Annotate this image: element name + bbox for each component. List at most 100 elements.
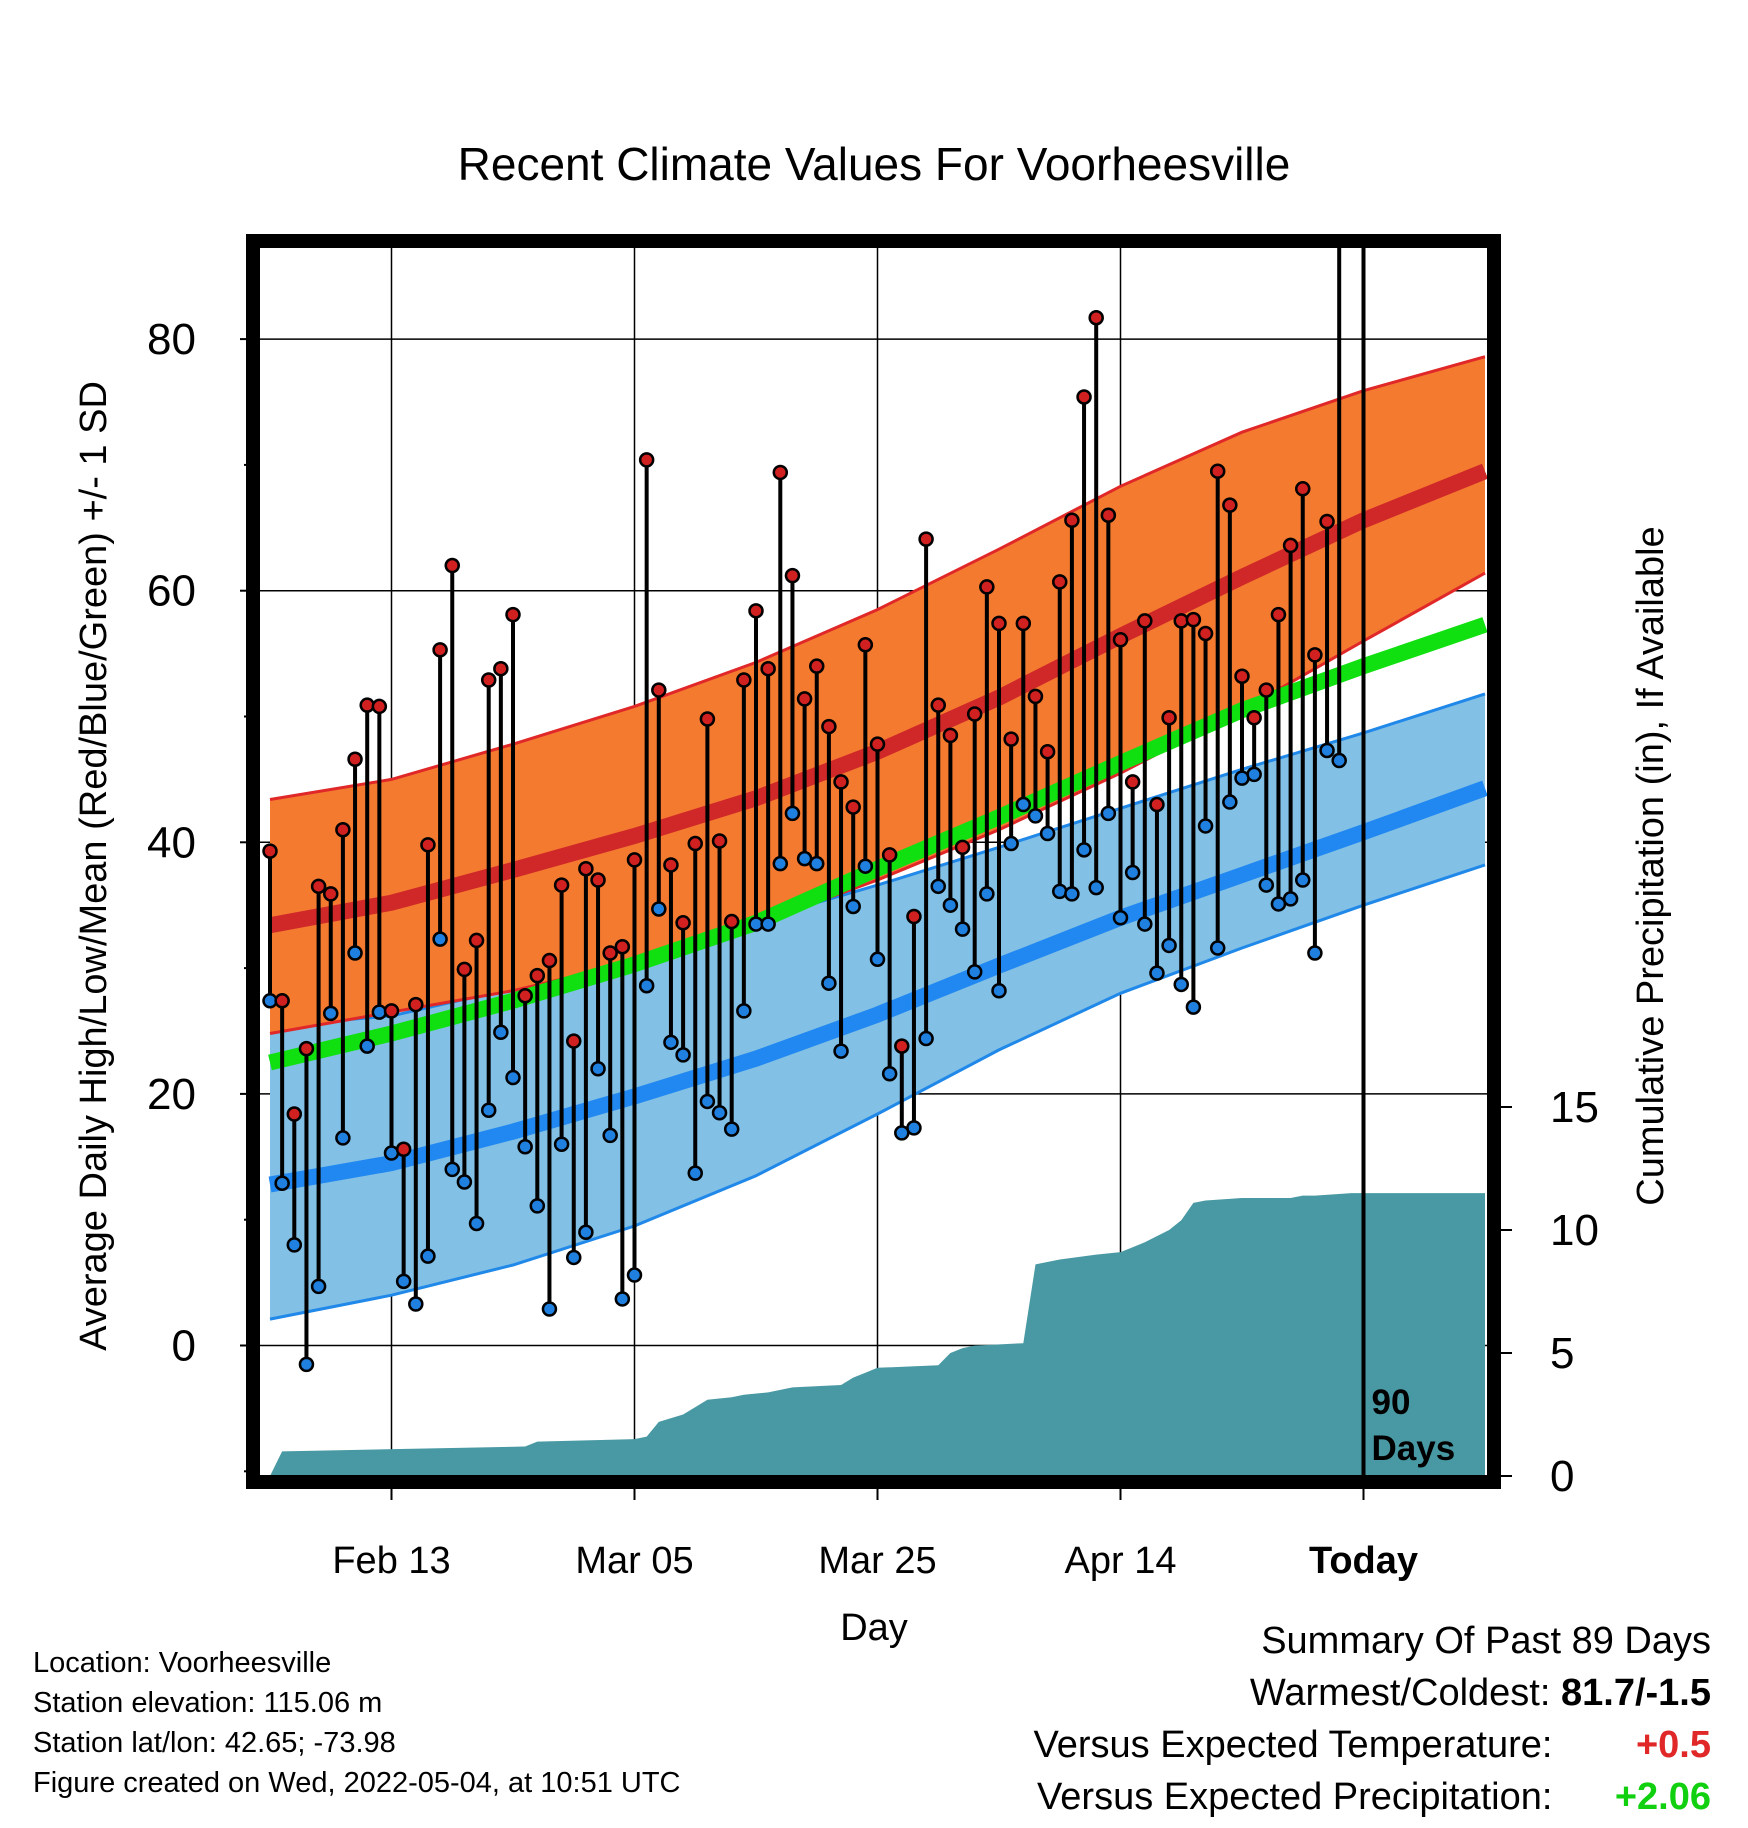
observed-high-point — [286, 1106, 303, 1122]
observed-low-point — [395, 1273, 412, 1290]
observed-high-point — [602, 945, 618, 961]
x-tick-label: Apr 14 — [1065, 1540, 1177, 1582]
y-tick-label: 60 — [147, 567, 196, 616]
observed-low-point — [1282, 891, 1299, 907]
observed-high-point — [614, 938, 631, 955]
observed-high-point — [578, 860, 594, 877]
observed-low-point — [930, 878, 946, 895]
precipitation-label: Versus Expected Precipitation: — [1037, 1776, 1553, 1818]
observed-low-point — [1307, 945, 1323, 961]
observed-low-point — [869, 951, 886, 968]
observed-low-point — [553, 1136, 570, 1152]
observed-low-point — [1100, 805, 1117, 822]
observed-temperatures — [262, 0, 1358, 1373]
observed-low-point — [335, 1130, 351, 1146]
observed-high-point — [687, 835, 703, 852]
observed-high-point — [1258, 682, 1275, 698]
observed-low-point — [979, 886, 995, 902]
observed-low-point — [456, 1174, 473, 1190]
observed-low-point — [991, 982, 1007, 999]
observed-high-point — [1307, 647, 1323, 663]
warm-cold-value: 81.7/-1.5 — [1561, 1672, 1711, 1714]
observed-low-point — [274, 1175, 290, 1191]
observed-low-point — [918, 1030, 934, 1047]
observed-high-point — [675, 915, 691, 931]
x-axis-label: Day — [840, 1607, 908, 1649]
y-tick-label: 40 — [147, 818, 196, 867]
observed-high-point — [1064, 512, 1080, 529]
observed-high-point — [383, 1003, 400, 1019]
observed-high-point — [626, 852, 643, 868]
observed-high-point — [869, 736, 886, 752]
observed-low-point — [578, 1224, 594, 1241]
observed-high-point — [1197, 625, 1214, 642]
observed-low-point — [468, 1215, 485, 1232]
observed-low-point — [954, 921, 971, 937]
observed-high-point — [833, 774, 849, 790]
observed-low-point — [1149, 965, 1165, 981]
y2-axis-label: Cumulative Precipitation (in), If Availa… — [1630, 526, 1672, 1205]
observed-low-point — [529, 1198, 546, 1214]
precipitation-anomaly-value: +2.06 — [1614, 1776, 1711, 1818]
temperature-label: Versus Expected Temperature: — [1033, 1724, 1553, 1766]
observed-low-point — [942, 897, 959, 913]
observed-low-point — [675, 1047, 691, 1063]
created-text: Figure created on Wed, 2022-05-04, at 10… — [33, 1767, 681, 1799]
observed-low-point — [736, 1003, 752, 1019]
observed-low-point — [1173, 976, 1189, 993]
observed-high-point — [638, 452, 655, 468]
observed-low-point — [1052, 883, 1068, 900]
observed-high-point — [663, 857, 679, 873]
observed-high-point — [1295, 481, 1311, 497]
observed-high-point — [772, 464, 789, 481]
observed-high-point — [1222, 497, 1238, 513]
observed-low-point — [1039, 825, 1056, 842]
observed-low-point — [833, 1043, 849, 1059]
observed-high-point — [723, 913, 740, 930]
observed-high-point — [930, 697, 946, 713]
observed-high-point — [1234, 668, 1250, 684]
high-sd-band — [270, 356, 1485, 1034]
observed-high-point — [310, 878, 327, 895]
observed-low-point — [966, 964, 983, 980]
observed-low-point — [1185, 999, 1202, 1015]
observed-high-point — [1027, 688, 1044, 705]
observed-high-point — [1149, 796, 1165, 813]
precipitation-area — [270, 1193, 1485, 1476]
observed-high-point — [566, 1033, 582, 1049]
observed-high-point — [456, 961, 473, 978]
observed-low-point — [493, 1024, 509, 1041]
observed-high-point — [991, 615, 1007, 632]
summary-precipitation: Versus Expected Precipitation: +2.06 — [1037, 1776, 1711, 1819]
observed-low-point — [505, 1069, 521, 1086]
observed-high-point — [809, 658, 825, 674]
today-marker-label: Days — [1372, 1429, 1456, 1468]
observed-low-point — [1331, 752, 1347, 769]
observed-low-point — [359, 1038, 375, 1054]
observed-low-point — [711, 1105, 728, 1121]
observed-low-point — [420, 1248, 436, 1264]
observed-high-point — [796, 691, 813, 707]
observed-high-point — [784, 567, 801, 584]
elevation-text: Station elevation: 115.06 m — [33, 1687, 383, 1719]
observed-low-point — [626, 1267, 643, 1283]
observed-low-point — [1209, 940, 1226, 956]
temperature-anomaly-value: +0.5 — [1635, 1724, 1711, 1766]
observed-low-point — [1161, 937, 1177, 954]
observed-high-point — [1161, 710, 1177, 726]
summary-warm-cold: Warmest/Coldest: 81.7/-1.5 — [1250, 1672, 1711, 1715]
observed-low-point — [602, 1127, 618, 1144]
observed-high-point — [1100, 507, 1117, 523]
observed-high-point — [979, 579, 995, 595]
observed-low-point — [1345, 0, 1358, 7]
observed-low-point — [1319, 742, 1335, 759]
observed-high-point — [1052, 574, 1068, 590]
warm-cold-label: Warmest/Coldest: — [1249, 1672, 1551, 1714]
plot-area — [259, 0, 1488, 1476]
observed-high-point — [906, 908, 922, 925]
observed-low-point — [1112, 910, 1129, 926]
observed-low-point — [881, 1066, 898, 1082]
observed-low-point — [809, 855, 825, 872]
observed-high-point — [1112, 632, 1129, 648]
observed-high-point — [590, 872, 606, 888]
